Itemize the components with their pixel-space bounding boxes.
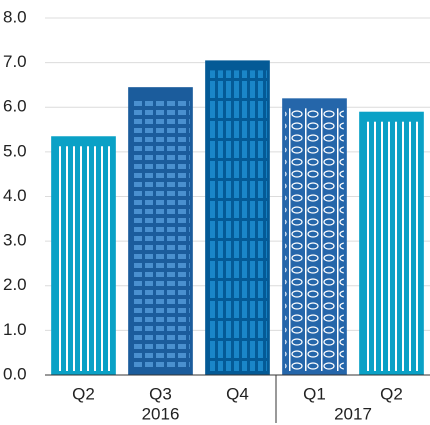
bar-decoration [131,97,190,371]
y-tick-label: 4.0 [3,186,27,205]
y-tick-label: 6.0 [3,97,27,116]
bar-decoration [54,146,113,371]
x-tick-label: Q2 [380,384,403,403]
y-tick-label: 0.0 [3,364,27,383]
y-tick-label: 1.0 [3,320,27,339]
bar-decoration [285,108,344,371]
y-tick-label: 3.0 [3,231,27,250]
y-tick-label: 8.0 [3,7,27,26]
x-tick-label: Q2 [72,384,95,403]
x-group-label: 2017 [334,404,372,423]
x-tick-label: Q4 [226,384,249,403]
x-tick-label: Q1 [303,384,326,403]
y-tick-label: 2.0 [3,275,27,294]
bar-decoration [208,70,267,372]
y-tick-label: 7.0 [3,52,27,71]
x-group-label: 2016 [142,404,180,423]
y-tick-label: 5.0 [3,141,27,160]
x-tick-label: Q3 [149,384,172,403]
bar-decoration [362,121,421,372]
